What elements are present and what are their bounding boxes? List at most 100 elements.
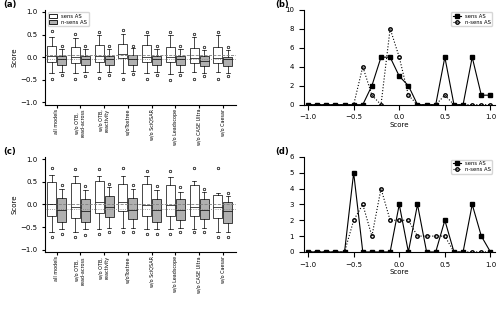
sens AS [478, 93, 484, 97]
PathPatch shape [47, 46, 56, 62]
PathPatch shape [94, 181, 104, 214]
sens AS [378, 250, 384, 254]
sens AS [332, 250, 338, 254]
Text: (d): (d) [275, 147, 288, 156]
n-sens AS [414, 103, 420, 107]
sens AS [314, 103, 320, 107]
PathPatch shape [142, 184, 151, 216]
Line: sens AS: sens AS [306, 56, 492, 106]
n-sens AS [460, 250, 466, 254]
n-sens AS [305, 103, 311, 107]
Text: (b): (b) [275, 0, 288, 9]
Legend: sens AS, n-sens AS: sens AS, n-sens AS [451, 160, 492, 173]
PathPatch shape [128, 198, 138, 219]
PathPatch shape [166, 47, 175, 62]
n-sens AS [387, 27, 393, 31]
n-sens AS [332, 250, 338, 254]
n-sens AS [478, 103, 484, 107]
n-sens AS [332, 103, 338, 107]
n-sens AS [369, 234, 375, 238]
sens AS [469, 203, 475, 206]
sens AS [360, 250, 366, 254]
PathPatch shape [166, 185, 175, 216]
PathPatch shape [152, 56, 161, 65]
sens AS [324, 103, 330, 107]
n-sens AS [424, 103, 430, 107]
n-sens AS [350, 218, 356, 222]
PathPatch shape [214, 47, 222, 63]
n-sens AS [378, 187, 384, 191]
n-sens AS [451, 103, 457, 107]
PathPatch shape [152, 199, 161, 222]
sens AS [432, 103, 438, 107]
Line: sens AS: sens AS [306, 171, 492, 254]
PathPatch shape [214, 195, 222, 218]
n-sens AS [350, 103, 356, 107]
n-sens AS [432, 234, 438, 238]
n-sens AS [396, 55, 402, 59]
Line: n-sens AS: n-sens AS [306, 187, 492, 254]
sens AS [406, 84, 411, 88]
n-sens AS [469, 250, 475, 254]
PathPatch shape [104, 196, 114, 217]
PathPatch shape [118, 44, 128, 58]
sens AS [414, 203, 420, 206]
sens AS [469, 55, 475, 59]
sens AS [451, 250, 457, 254]
sens AS [424, 250, 430, 254]
sens AS [305, 103, 311, 107]
sens AS [387, 250, 393, 254]
Legend: sens AS, n-sens AS: sens AS, n-sens AS [451, 12, 492, 26]
sens AS [488, 250, 494, 254]
sens AS [342, 250, 347, 254]
PathPatch shape [118, 184, 128, 211]
n-sens AS [488, 103, 494, 107]
Text: (a): (a) [3, 0, 16, 9]
PathPatch shape [176, 199, 185, 220]
PathPatch shape [200, 56, 208, 66]
PathPatch shape [81, 199, 90, 222]
n-sens AS [369, 93, 375, 97]
sens AS [442, 218, 448, 222]
PathPatch shape [47, 182, 56, 216]
n-sens AS [305, 250, 311, 254]
sens AS [387, 55, 393, 59]
n-sens AS [469, 103, 475, 107]
PathPatch shape [57, 198, 66, 222]
n-sens AS [414, 234, 420, 238]
sens AS [360, 103, 366, 107]
n-sens AS [387, 218, 393, 222]
n-sens AS [324, 103, 330, 107]
Line: n-sens AS: n-sens AS [306, 27, 492, 106]
Y-axis label: Score: Score [12, 47, 18, 67]
n-sens AS [314, 103, 320, 107]
sens AS [378, 55, 384, 59]
n-sens AS [488, 250, 494, 254]
PathPatch shape [104, 56, 114, 65]
sens AS [396, 203, 402, 206]
PathPatch shape [57, 56, 66, 65]
n-sens AS [442, 93, 448, 97]
PathPatch shape [71, 47, 80, 63]
X-axis label: Score: Score [390, 269, 409, 275]
sens AS [406, 250, 411, 254]
sens AS [314, 250, 320, 254]
Text: (c): (c) [3, 147, 16, 156]
sens AS [432, 250, 438, 254]
sens AS [442, 55, 448, 59]
PathPatch shape [190, 48, 198, 63]
sens AS [324, 250, 330, 254]
sens AS [424, 103, 430, 107]
n-sens AS [324, 250, 330, 254]
sens AS [460, 103, 466, 107]
PathPatch shape [94, 45, 104, 62]
PathPatch shape [224, 57, 232, 66]
n-sens AS [460, 103, 466, 107]
sens AS [451, 103, 457, 107]
sens AS [369, 250, 375, 254]
n-sens AS [314, 250, 320, 254]
sens AS [488, 93, 494, 97]
n-sens AS [342, 103, 347, 107]
PathPatch shape [176, 56, 185, 65]
sens AS [478, 234, 484, 238]
